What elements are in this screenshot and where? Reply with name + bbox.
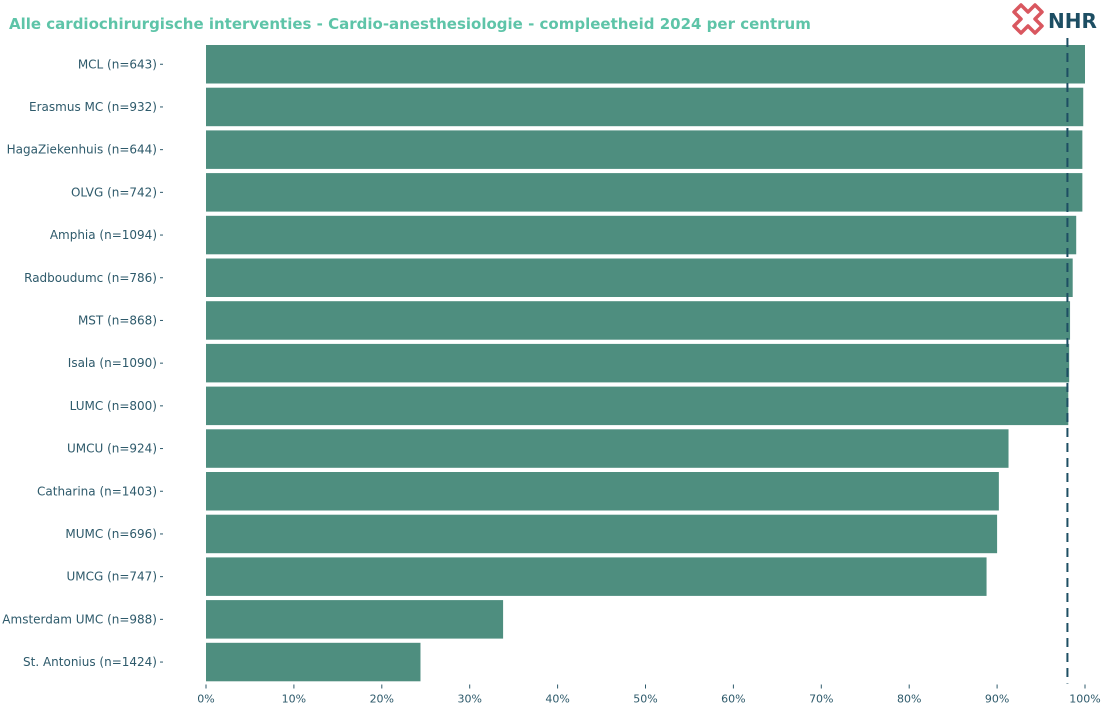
x-tick-label-30pct: 30%: [457, 693, 481, 706]
x-tick-label-50pct: 50%: [633, 693, 657, 706]
category-label-mst: MST (n=868): [78, 313, 157, 327]
x-tick-label-70pct: 70%: [809, 693, 833, 706]
logo-text: NHR: [1048, 9, 1097, 33]
x-tick-label-60pct: 60%: [721, 693, 745, 706]
bar-hagaziekenhuis: [206, 130, 1083, 169]
category-label-st-antonius: St. Antonius (n=1424): [23, 655, 157, 669]
bar-erasmus-mc: [206, 87, 1084, 127]
category-label-erasmus-mc: Erasmus MC (n=932): [29, 100, 157, 114]
category-label-lumc: LUMC (n=800): [70, 399, 157, 413]
x-axis-ticks: 0% 10% 20% 30% 40% 50% 60% 70% 80% 90% 100%: [197, 684, 1101, 706]
nhr-logo: NHR: [1012, 3, 1097, 35]
chart-title: Alle cardiochirurgische interventies - C…: [9, 15, 811, 33]
category-label-mumc: MUMC (n=696): [65, 527, 157, 541]
bar-mst: [206, 301, 1071, 340]
x-tick-label-80pct: 80%: [897, 693, 921, 706]
category-label-radboudumc: Radboudumc (n=786): [24, 271, 157, 285]
x-tick-label-20pct: 20%: [370, 693, 394, 706]
bar-catharina: [206, 472, 999, 511]
bar-olvg: [206, 173, 1083, 212]
bar-st-antonius: [206, 642, 421, 682]
category-label-mcl: MCL (n=643): [78, 57, 157, 71]
bar-amphia: [206, 215, 1077, 255]
bar-mumc: [206, 514, 998, 554]
nhr-cross-icon: [1012, 3, 1044, 35]
x-tick-label-10pct: 10%: [282, 693, 306, 706]
x-tick-label-0pct: 0%: [197, 693, 214, 706]
bar-lumc: [206, 386, 1069, 426]
bars-group: [206, 45, 1085, 682]
x-tick-label-40pct: 40%: [545, 693, 569, 706]
category-label-hagaziekenhuis: HagaZiekenhuis (n=644): [7, 143, 157, 157]
category-label-umcg: UMCG (n=747): [66, 570, 157, 584]
category-label-isala: Isala (n=1090): [68, 356, 157, 370]
category-labels: MCL (n=643) Erasmus MC (n=932) HagaZiekenh…: [2, 57, 163, 669]
bar-amsterdam-umc: [206, 600, 504, 639]
category-label-umcu: UMCU (n=924): [67, 442, 157, 456]
bar-mcl: [206, 45, 1085, 84]
x-tick-label-90pct: 90%: [985, 693, 1009, 706]
bar-umcg: [206, 557, 987, 596]
category-label-amsterdam-umc: Amsterdam UMC (n=988): [2, 612, 157, 626]
category-label-catharina: Catharina (n=1403): [37, 484, 157, 498]
bar-isala: [206, 343, 1070, 383]
category-label-amphia: Amphia (n=1094): [50, 228, 157, 242]
category-label-olvg: OLVG (n=742): [71, 185, 157, 199]
x-tick-label-100pct: 100%: [1069, 693, 1100, 706]
bar-radboudumc: [206, 258, 1073, 297]
bar-umcu: [206, 429, 1009, 468]
